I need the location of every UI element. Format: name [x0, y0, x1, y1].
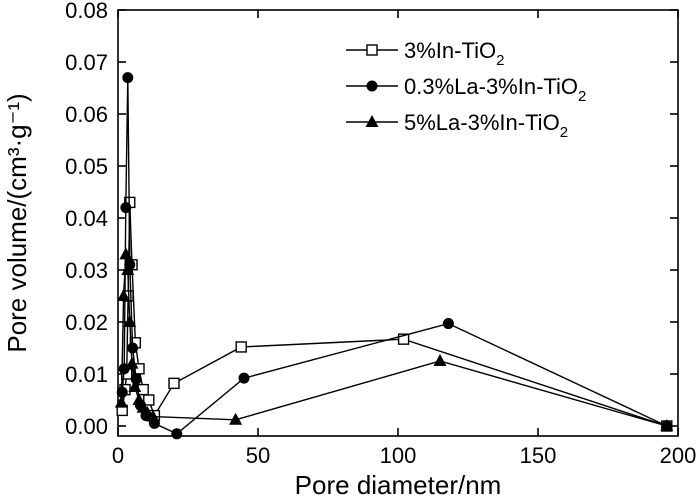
series-5-la-3-in-tio2	[114, 247, 674, 431]
data-point	[229, 412, 243, 425]
legend-label-main: 3%In-TiO	[404, 38, 496, 63]
legend-marker	[366, 80, 378, 92]
data-point	[132, 393, 146, 405]
y-tick-label: 0.08	[65, 0, 108, 23]
data-point	[433, 354, 447, 366]
series-3-in-tio2	[116, 196, 673, 432]
data-point	[235, 341, 247, 353]
y-tick-label: 0.06	[65, 102, 108, 127]
data-point	[117, 289, 131, 301]
x-tick-label: 150	[520, 443, 557, 468]
x-tick-label: 200	[660, 443, 697, 468]
data-point	[171, 428, 183, 440]
data-point	[168, 377, 180, 390]
x-axis-label: Pore diameter/nm	[295, 470, 502, 500]
legend-label-main: 0.3%La-3%In-TiO	[404, 74, 578, 99]
series-line	[121, 77, 668, 435]
axis-ticks: 0 50 100 150 200 0.00 0.01 0.02 0.03 0.04 0.05 0.06…	[65, 0, 696, 468]
legend-marker	[366, 44, 378, 56]
legend-label-main: 5%La-3%In-TiO	[404, 110, 560, 135]
x-tick-label: 50	[246, 443, 270, 468]
series-0-3-la-3-in-tio2	[116, 72, 673, 440]
y-tick-label: 0.04	[65, 206, 108, 231]
series-line	[121, 202, 668, 427]
plot-frame	[117, 9, 679, 437]
data-point	[120, 202, 132, 214]
data-point	[660, 419, 674, 431]
data-point	[114, 395, 128, 408]
y-tick-label: 0.00	[65, 414, 108, 439]
data-point	[122, 72, 134, 84]
data-point	[238, 372, 250, 384]
data-point	[133, 363, 145, 375]
legend-label: 3%In-TiO2	[404, 38, 504, 69]
legend-label: 0.3%La-3%In-TiO2	[404, 74, 586, 105]
legend-label-subscript: 2	[496, 52, 504, 69]
legend-marker	[365, 115, 379, 127]
y-tick-label: 0.07	[65, 50, 108, 75]
legend-entry: 5%La-3%In-TiO2	[346, 110, 568, 141]
y-tick-label: 0.02	[65, 310, 108, 335]
data-point	[442, 318, 454, 330]
y-tick-label: 0.01	[65, 362, 108, 387]
data-point	[121, 263, 135, 275]
y-axis-label: Pore volume/(cm³·g⁻¹)	[2, 93, 32, 352]
legend-entry: 3%In-TiO2	[346, 38, 504, 69]
data-point	[397, 333, 410, 345]
data-point	[128, 380, 142, 392]
x-tick-label: 100	[380, 443, 417, 468]
series-layer	[114, 72, 674, 440]
y-tick-label: 0.03	[65, 258, 108, 283]
data-point	[123, 315, 137, 327]
data-point	[119, 247, 133, 260]
data-point	[125, 356, 139, 369]
y-tick-label: 0.05	[65, 154, 108, 179]
legend-label: 5%La-3%In-TiO2	[404, 110, 568, 141]
data-point	[143, 394, 155, 406]
legend-label-subscript: 2	[560, 124, 568, 141]
legend-label-subscript: 2	[578, 88, 586, 105]
data-point	[127, 342, 139, 354]
legend-entry: 0.3%La-3%In-TiO2	[346, 74, 586, 105]
plot-area: 0 50 100 150 200 0.00 0.01 0.02 0.03 0.04 0.05 0.06…	[65, 0, 696, 468]
x-tick-label: 0	[112, 443, 124, 468]
data-point	[146, 409, 160, 422]
